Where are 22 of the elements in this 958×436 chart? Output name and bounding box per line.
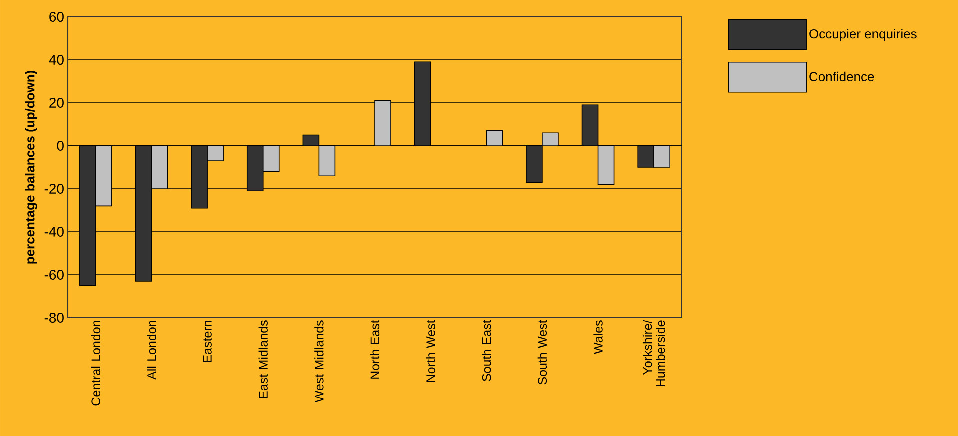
x-tick-label: Central London [91, 321, 101, 406]
x-tick-label: North East [370, 320, 380, 379]
y-tick-label: -80 [44, 313, 64, 323]
y-tick-label: 40 [49, 55, 64, 65]
x-tick-label: Yorkshire/ Humberside [642, 320, 666, 387]
y-tick-label: -60 [44, 270, 64, 280]
y-tick-label: -40 [44, 227, 64, 237]
x-tick-label: South West [538, 320, 548, 385]
text: Confidence [810, 72, 874, 82]
y-tick-label: 20 [50, 98, 64, 108]
x-tick-label: Eastern [203, 321, 212, 362]
x-tick-label: Wales [594, 320, 603, 354]
y-tick-label: 60 [50, 12, 64, 22]
x-tick-label: North West [426, 320, 436, 382]
text: Occupier enquiries [810, 29, 917, 42]
y-tick-label: -20 [44, 184, 64, 194]
y-tick-label: 0 [57, 141, 64, 151]
x-tick-label: South East [482, 320, 492, 382]
y-axis-title: percentage balances (up/down) [25, 70, 38, 264]
x-tick-label: East Midlands [258, 320, 268, 398]
x-tick-label: West Midlands [314, 320, 324, 403]
x-tick-label: All London [147, 321, 156, 380]
